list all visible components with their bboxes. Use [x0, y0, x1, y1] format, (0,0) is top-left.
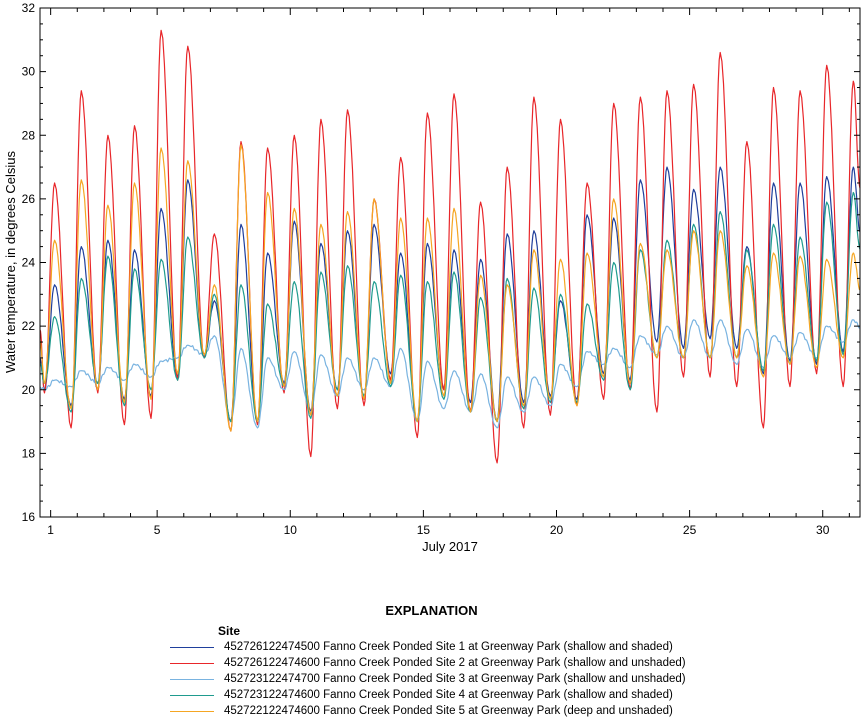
x-tick-label: 5 — [154, 523, 161, 537]
legend-swatch-site-1 — [170, 646, 214, 648]
y-tick-label: 28 — [22, 128, 36, 142]
y-tick-label: 32 — [22, 1, 36, 15]
legend-title: EXPLANATION — [385, 603, 478, 618]
series-line-site-2 — [39, 29, 861, 464]
x-tick-label: 30 — [816, 523, 830, 537]
y-tick-label: 18 — [22, 446, 36, 460]
y-tick-label: 20 — [22, 383, 36, 397]
x-tick-label: 1 — [47, 523, 54, 537]
legend-swatch-site-5 — [170, 710, 214, 712]
x-tick-label: 15 — [417, 523, 431, 537]
legend-item-site-5: 452722122474600 Fanno Creek Ponded Site … — [170, 703, 860, 719]
y-axis-label: Water temperature, in degrees Celsius — [3, 150, 18, 373]
series-lines — [39, 29, 861, 464]
legend: EXPLANATION Site 452726122474500 Fanno C… — [170, 603, 860, 719]
x-tick-label: 10 — [284, 523, 298, 537]
y-tick-label: 24 — [22, 256, 36, 270]
legend-item-site-1: 452726122474500 Fanno Creek Ponded Site … — [170, 639, 860, 655]
legend-swatch-site-2 — [170, 662, 214, 664]
x-tick-label: 25 — [683, 523, 697, 537]
legend-label-site-2: 452726122474600 Fanno Creek Ponded Site … — [224, 657, 686, 669]
legend-item-site-4: 452723122474600 Fanno Creek Ponded Site … — [170, 687, 860, 703]
legend-label-site-1: 452726122474500 Fanno Creek Ponded Site … — [224, 641, 673, 653]
legend-subheading: Site — [218, 624, 241, 638]
x-tick-label: 20 — [550, 523, 564, 537]
legend-label-site-5: 452722122474600 Fanno Creek Ponded Site … — [224, 705, 673, 717]
legend-swatch-site-3 — [170, 678, 214, 680]
x-axis-label: July 2017 — [422, 539, 478, 554]
y-tick-label: 30 — [22, 65, 36, 79]
legend-swatch-site-4 — [170, 694, 214, 696]
y-tick-label: 22 — [22, 319, 36, 333]
legend-item-site-3: 452723122474700 Fanno Creek Ponded Site … — [170, 671, 860, 687]
y-tick-label: 26 — [22, 192, 36, 206]
legend-item-site-2: 452726122474600 Fanno Creek Ponded Site … — [170, 655, 860, 671]
series-line-site-4 — [39, 191, 861, 423]
y-tick-label: 16 — [22, 510, 36, 524]
series-line-site-3 — [39, 319, 861, 429]
series-line-site-5 — [39, 144, 861, 432]
legend-label-site-3: 452723122474700 Fanno Creek Ponded Site … — [224, 673, 686, 685]
